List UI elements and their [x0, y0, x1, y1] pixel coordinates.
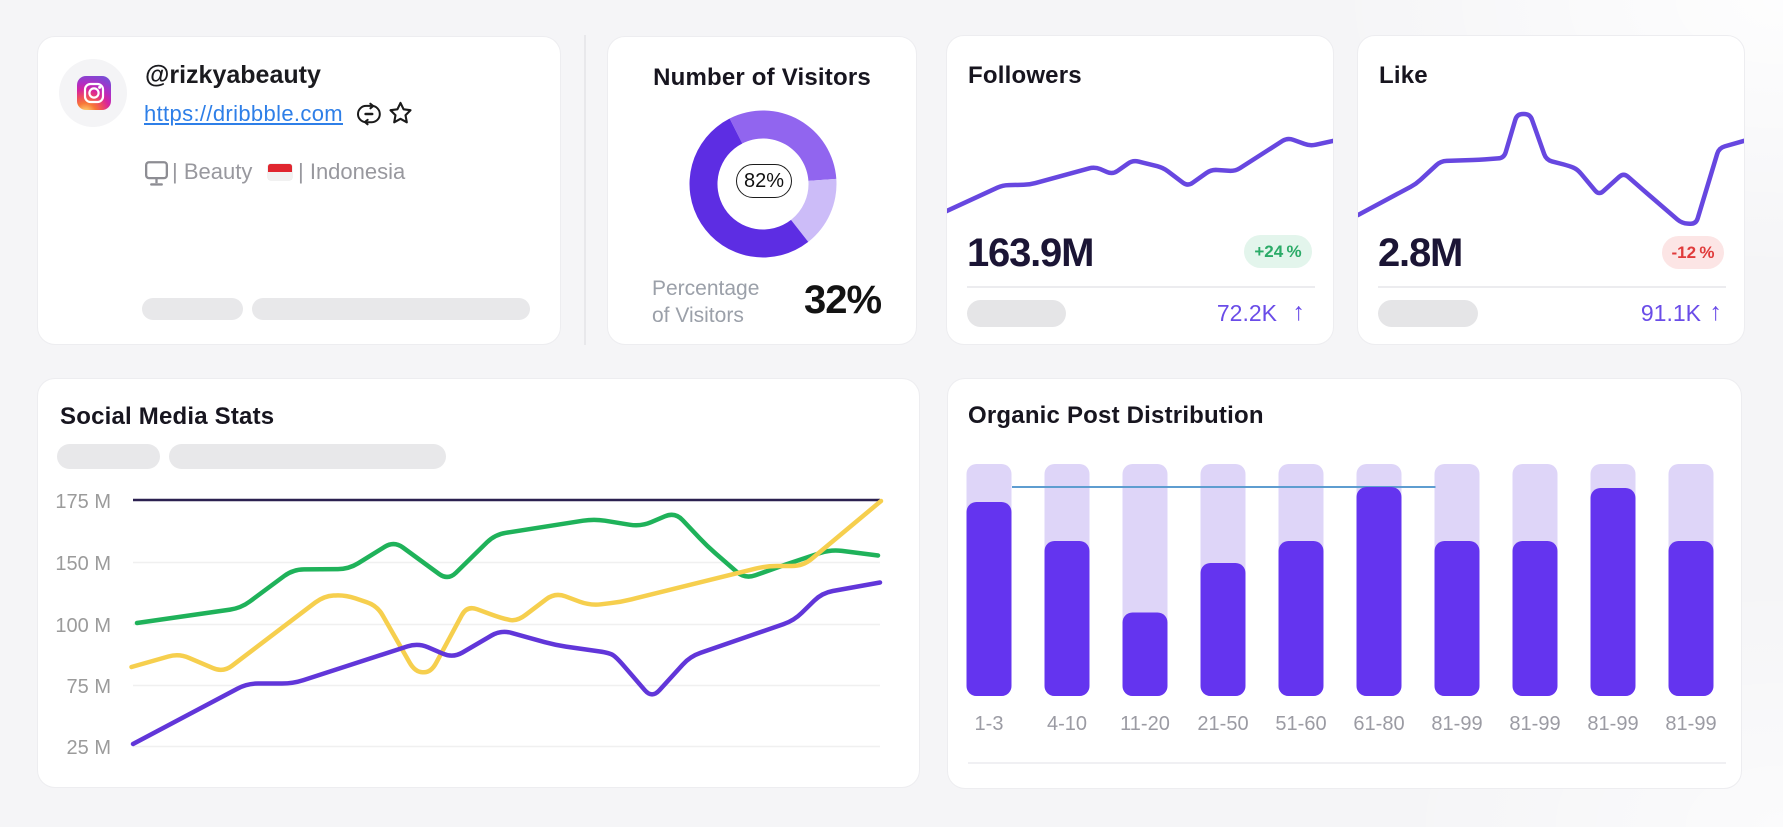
svg-text:51-60: 51-60 [1275, 713, 1326, 735]
svg-text:81-99: 81-99 [1431, 713, 1482, 735]
svg-text:81-99: 81-99 [1587, 713, 1638, 735]
svg-text:81-99: 81-99 [1509, 713, 1560, 735]
svg-text:61-80: 61-80 [1353, 713, 1404, 735]
svg-text:11-20: 11-20 [1120, 713, 1170, 735]
svg-text:1-3: 1-3 [975, 713, 1004, 735]
svg-text:21-50: 21-50 [1197, 713, 1248, 735]
svg-text:81-99: 81-99 [1665, 713, 1716, 735]
svg-text:4-10: 4-10 [1047, 713, 1087, 735]
